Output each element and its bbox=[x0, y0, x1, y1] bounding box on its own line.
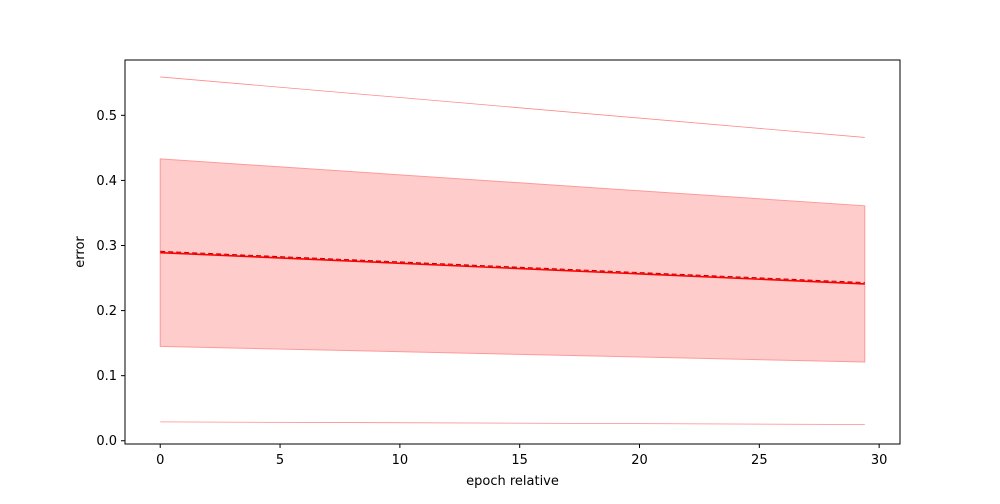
x-tick-label: 25 bbox=[751, 453, 768, 468]
y-axis-ticks: 0.0 0.1 0.2 0.3 0.4 0.5 bbox=[96, 109, 125, 449]
x-tick-label: 15 bbox=[511, 453, 528, 468]
y-axis-label: error bbox=[73, 236, 88, 268]
y-tick-label: 0.2 bbox=[96, 304, 117, 319]
y-tick-label: 0.1 bbox=[96, 369, 117, 384]
x-tick-label: 0 bbox=[156, 453, 164, 468]
series-line-3 bbox=[160, 421, 865, 425]
x-axis-ticks: 0 5 10 15 20 25 30 bbox=[156, 444, 887, 468]
y-tick-label: 0.4 bbox=[96, 174, 117, 189]
confidence-band-layer bbox=[159, 158, 866, 363]
series-line-2 bbox=[160, 76, 865, 138]
y-tick-label: 0.5 bbox=[96, 109, 117, 124]
x-axis-label: epoch relative bbox=[466, 474, 559, 489]
x-tick-label: 20 bbox=[631, 453, 648, 468]
x-tick-label: 5 bbox=[276, 453, 284, 468]
y-tick-label: 0.0 bbox=[96, 434, 117, 449]
x-tick-label: 30 bbox=[871, 453, 888, 468]
series-lines-layer bbox=[160, 76, 865, 425]
y-tick-label: 0.3 bbox=[96, 239, 117, 254]
series-line-0 bbox=[160, 251, 865, 285]
confidence-band-0 bbox=[159, 158, 866, 363]
x-tick-label: 10 bbox=[392, 453, 409, 468]
series-line-1 bbox=[160, 250, 865, 284]
plot-frame bbox=[124, 59, 901, 445]
